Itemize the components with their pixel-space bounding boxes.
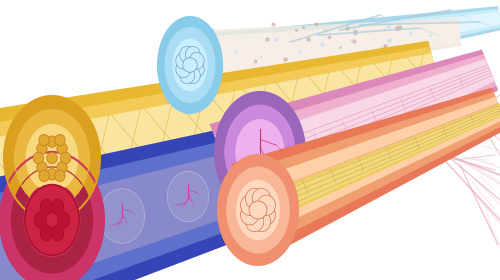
Ellipse shape [52,225,64,241]
Polygon shape [256,104,500,220]
Ellipse shape [57,162,68,173]
Polygon shape [0,41,442,238]
Ellipse shape [34,212,47,228]
Polygon shape [207,18,462,86]
Ellipse shape [40,199,52,215]
Ellipse shape [180,46,194,63]
Ellipse shape [40,225,52,241]
Ellipse shape [227,167,289,253]
Ellipse shape [236,119,285,185]
Ellipse shape [14,110,90,206]
Ellipse shape [57,212,70,228]
Ellipse shape [225,105,295,199]
Ellipse shape [176,52,191,69]
Ellipse shape [189,61,204,78]
Ellipse shape [36,162,47,173]
Ellipse shape [240,195,259,216]
Polygon shape [182,11,500,85]
Ellipse shape [252,211,270,232]
Polygon shape [214,54,496,215]
Ellipse shape [249,201,267,219]
Ellipse shape [100,189,144,243]
Ellipse shape [57,143,68,154]
Ellipse shape [47,169,57,180]
Ellipse shape [246,211,264,232]
Polygon shape [231,88,500,256]
Polygon shape [236,92,500,246]
Ellipse shape [186,67,200,84]
Polygon shape [0,53,438,210]
Ellipse shape [236,180,280,240]
Ellipse shape [32,206,80,265]
Ellipse shape [215,92,305,212]
Polygon shape [254,102,500,223]
Ellipse shape [257,195,276,216]
Ellipse shape [180,67,194,84]
Polygon shape [208,21,461,80]
Polygon shape [0,87,442,280]
Ellipse shape [4,96,100,220]
Polygon shape [181,9,500,93]
Ellipse shape [172,39,208,91]
Ellipse shape [189,52,204,69]
Ellipse shape [0,152,104,280]
Ellipse shape [36,143,47,154]
Ellipse shape [168,171,208,222]
Ellipse shape [240,204,259,225]
Ellipse shape [158,17,222,113]
Ellipse shape [218,155,298,265]
Ellipse shape [54,134,65,146]
Ellipse shape [182,58,198,72]
Polygon shape [218,59,494,203]
Ellipse shape [257,204,276,225]
Ellipse shape [165,27,215,102]
Polygon shape [210,50,498,226]
Ellipse shape [24,183,80,257]
Ellipse shape [60,152,71,164]
Ellipse shape [54,170,65,181]
Ellipse shape [12,167,92,273]
Ellipse shape [176,61,191,78]
Ellipse shape [33,152,43,164]
Ellipse shape [52,199,64,215]
Ellipse shape [25,185,79,255]
Ellipse shape [47,136,57,147]
Polygon shape [180,6,500,100]
Ellipse shape [26,124,78,192]
Ellipse shape [246,188,264,209]
Polygon shape [0,104,436,280]
Ellipse shape [39,170,50,181]
Ellipse shape [47,152,57,164]
Ellipse shape [186,46,200,63]
Ellipse shape [39,134,50,146]
Polygon shape [0,47,440,224]
Ellipse shape [252,188,270,209]
Polygon shape [240,97,500,235]
Polygon shape [0,95,439,280]
